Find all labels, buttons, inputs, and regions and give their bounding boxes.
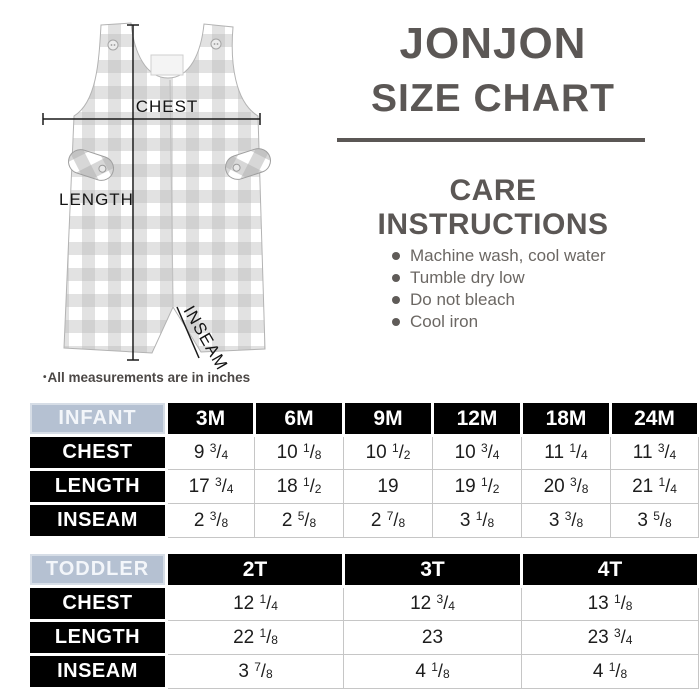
tab-button-right-icon [232,163,241,172]
chest-label: CHEST [136,97,199,116]
care-item: Cool iron [392,311,606,333]
size-value-cell: 4 1/8 [521,654,699,689]
length-label: LENGTH [59,190,134,209]
neck-tag [150,54,184,76]
side-tab-left [68,149,114,181]
col-header-9m: 9M [342,400,434,437]
size-value-cell: 2 7/8 [343,503,433,538]
row-label-length: LENGTH [27,619,168,656]
toddler-inseam-row: INSEAM 3 7/8 4 1/8 4 1/8 [27,653,699,690]
row-label-inseam: INSEAM [27,502,168,539]
note-bullet: • [43,372,47,383]
size-value-cell: 11 1/4 [521,435,611,470]
size-value-cell: 10 1/2 [343,435,433,470]
row-label-inseam: INSEAM [27,653,168,690]
length-measure-line [127,24,139,361]
infant-header-row: INFANT 3M 6M 9M 12M 18M 24M [27,400,700,437]
title-line2: SIZE CHART [371,77,615,120]
size-value-cell: 23 3/4 [521,620,699,655]
size-value-cell: 3 3/8 [521,503,611,538]
row-label-length: LENGTH [27,468,168,505]
side-tab-right [225,148,271,180]
size-value-cell: 21 1/4 [610,469,699,504]
size-value-cell: 23 [343,620,522,655]
jonjon-garment-illustration: LENGTH CHEST INSEAM [42,22,271,374]
care-instructions-list: Machine wash, cool water Tumble dry low … [392,245,606,333]
size-value-cell: 3 5/8 [610,503,699,538]
center-seam [169,79,174,307]
group-header-infant: INFANT [27,400,168,437]
col-header-18m: 18M [520,400,612,437]
care-item: Tumble dry low [392,267,606,289]
row-label-chest: CHEST [27,585,168,622]
col-header-12m: 12M [431,400,523,437]
bullet-icon [392,318,400,326]
title-line1: JONJON [399,19,587,68]
size-value-cell: 17 3/4 [166,469,255,504]
size-value-cell: 9 3/4 [166,435,255,470]
size-value-cell: 19 1/2 [432,469,522,504]
size-value-cell: 11 3/4 [610,435,699,470]
col-header-3t: 3T [342,551,523,588]
care-item-text: Do not bleach [410,290,515,309]
size-value-cell: 3 1/8 [432,503,522,538]
size-value-cell: 13 1/8 [521,586,699,621]
size-value-cell: 12 1/4 [166,586,344,621]
bullet-icon [392,274,400,282]
inseam-measure-line [176,306,200,359]
care-item-text: Machine wash, cool water [410,246,606,265]
col-header-24m: 24M [609,400,700,437]
size-value-cell: 18 1/2 [254,469,344,504]
infant-chest-row: CHEST 9 3/4 10 1/8 10 1/2 10 3/4 11 1/4 … [27,434,699,471]
size-value-cell: 22 1/8 [166,620,344,655]
size-value-cell: 12 3/4 [343,586,522,621]
size-value-cell: 10 3/4 [432,435,522,470]
bullet-icon [392,252,400,260]
infant-length-row: LENGTH 17 3/4 18 1/2 19 19 1/2 20 3/8 21… [27,468,699,505]
page-title: JONJON SIZE CHART [333,19,653,120]
toddler-header-row: TODDLER 2T 3T 4T [27,551,700,588]
shoulder-button-left-icon [107,39,119,51]
size-value-cell: 19 [343,469,433,504]
shoulder-button-right-icon [210,38,222,50]
care-instructions-heading: CARE INSTRUCTIONS [377,174,609,241]
measurements-note: •All measurements are in inches [43,370,250,385]
size-value-cell: 4 1/8 [343,654,522,689]
size-value-cell: 2 3/8 [166,503,255,538]
col-header-3m: 3M [165,400,256,437]
toddler-size-table: TODDLER 2T 3T 4T CHEST 12 1/4 12 3/4 13 … [27,551,700,690]
infant-size-table: INFANT 3M 6M 9M 12M 18M 24M CHEST 9 3/4 … [27,400,700,539]
care-item: Do not bleach [392,289,606,311]
size-value-cell: 2 5/8 [254,503,344,538]
col-header-4t: 4T [520,551,700,588]
col-header-2t: 2T [165,551,345,588]
group-header-toddler: TODDLER [27,551,168,588]
tab-button-left-icon [98,164,107,173]
row-label-chest: CHEST [27,434,168,471]
title-underline [337,138,645,142]
toddler-length-row: LENGTH 22 1/8 23 23 3/4 [27,619,699,656]
chest-measure-line [42,113,261,125]
note-text: All measurements are in inches [47,370,251,385]
col-header-6m: 6M [253,400,345,437]
care-item-text: Cool iron [410,312,479,331]
size-value-cell: 10 1/8 [254,435,344,470]
size-value-cell: 20 3/8 [521,469,611,504]
size-value-cell: 3 7/8 [166,654,344,689]
care-item: Machine wash, cool water [392,245,606,267]
infant-inseam-row: INSEAM 2 3/8 2 5/8 2 7/8 3 1/8 3 3/8 3 5… [27,502,699,539]
toddler-chest-row: CHEST 12 1/4 12 3/4 13 1/8 [27,585,699,622]
bullet-icon [392,296,400,304]
care-item-text: Tumble dry low [410,268,525,287]
